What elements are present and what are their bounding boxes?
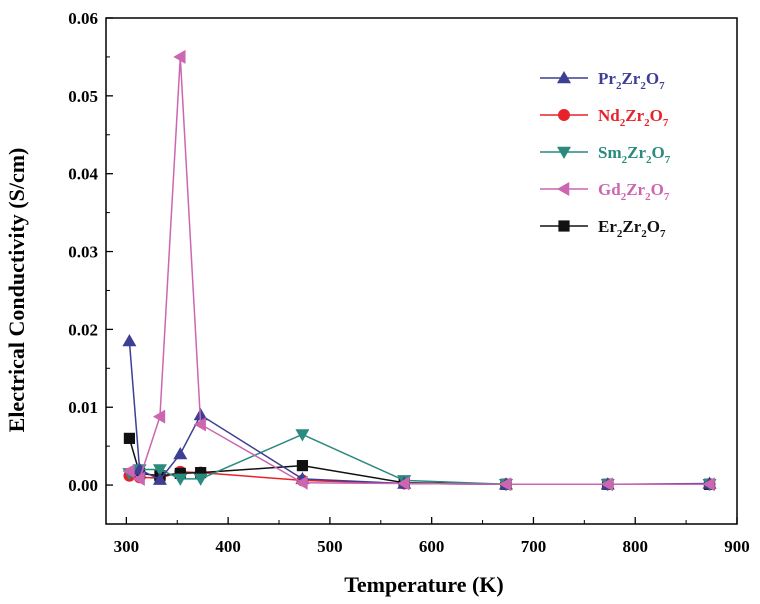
data-point	[397, 476, 410, 491]
x-tick-label: 300	[114, 537, 140, 556]
series-gd2zr2o7	[122, 49, 715, 492]
y-tick-label: 0.02	[68, 320, 98, 339]
plot-area	[105, 17, 738, 525]
series-nd2zr2o7	[123, 465, 716, 491]
data-point	[152, 472, 167, 485]
data-point	[193, 473, 208, 486]
data-point	[498, 477, 512, 492]
series-sm2zr2o7	[122, 429, 717, 492]
data-point	[173, 446, 188, 460]
data-point	[193, 417, 206, 432]
legend-entry-label: Pr2Zr2O7	[598, 69, 665, 92]
data-point	[295, 429, 310, 442]
x-tick-label: 800	[622, 537, 648, 556]
legend-entry-label: Sm2Zr2O7	[598, 143, 671, 166]
plot-frame	[105, 17, 738, 525]
data-point	[174, 467, 186, 479]
data-point	[122, 464, 135, 479]
y-tick-label: 0.04	[68, 165, 98, 184]
data-point	[173, 473, 188, 486]
x-tick-label: 600	[419, 537, 445, 556]
data-point	[296, 460, 309, 472]
series-line	[128, 56, 710, 486]
y-tick-label: 0.03	[68, 243, 98, 262]
data-point	[702, 477, 715, 492]
data-series	[122, 49, 717, 492]
data-point	[152, 464, 167, 477]
data-point	[173, 49, 186, 64]
y-tick-label: 0.00	[68, 476, 98, 495]
y-tick-label: 0.06	[68, 9, 98, 28]
x-tick-label: 500	[317, 537, 343, 556]
x-axis-title: Temperature (K)	[344, 572, 503, 597]
data-point	[132, 462, 147, 475]
legend-marker	[557, 146, 571, 159]
legend-marker	[558, 109, 570, 121]
series-pr2zr2o7	[122, 334, 717, 490]
y-tick-label: 0.01	[68, 398, 98, 417]
legend-entry-label: Er2Zr2O7	[598, 217, 666, 240]
data-point	[600, 477, 613, 492]
data-point	[295, 475, 308, 490]
legend: Pr2Zr2O7 Nd2Zr2O7 Sm2Zr2O7 Gd2Zr2O7 Er2Zr2O7	[540, 69, 671, 240]
x-tick-label: 900	[724, 537, 750, 556]
data-point	[195, 467, 207, 479]
y-axis-title: Electrical Conductivity (S/cm)	[4, 148, 29, 433]
legend-marker	[558, 220, 570, 232]
x-tick-label: 400	[215, 537, 241, 556]
series-line	[129, 433, 710, 486]
data-point	[123, 432, 136, 444]
data-point	[152, 409, 166, 424]
series-line	[128, 438, 710, 486]
data-point	[122, 334, 137, 347]
axis-ticks: 300 400 500 600 700 800 900 0.00 0.01 0.02 0.03 0.0…	[68, 9, 750, 556]
series-line	[128, 341, 710, 486]
legend-marker	[557, 71, 571, 84]
data-point	[132, 471, 145, 486]
legend-entry-label: Gd2Zr2O7	[598, 180, 670, 203]
x-tick-label: 700	[521, 537, 547, 556]
legend-entry-label: Nd2Zr2O7	[598, 106, 669, 129]
y-tick-label: 0.05	[68, 87, 98, 106]
legend-marker	[557, 182, 570, 196]
